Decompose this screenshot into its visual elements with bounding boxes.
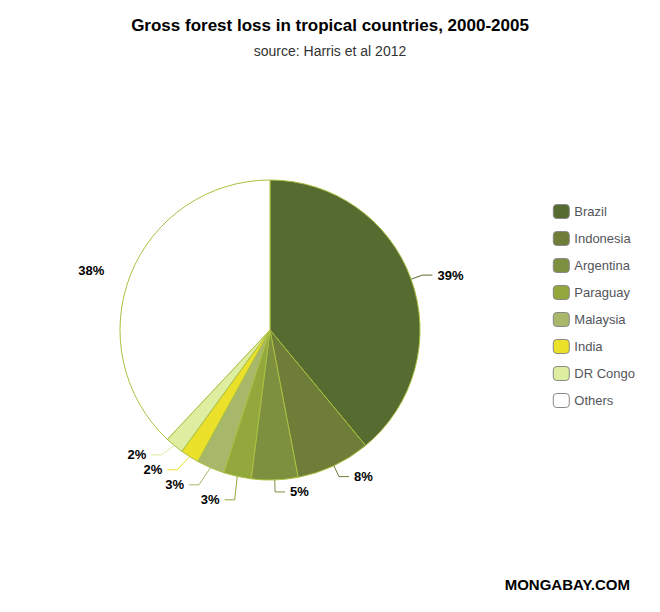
svg-text:38%: 38% xyxy=(78,263,104,278)
svg-text:3%: 3% xyxy=(201,492,220,507)
svg-text:2%: 2% xyxy=(127,447,146,462)
svg-text:DR Congo: DR Congo xyxy=(574,366,635,381)
svg-text:Paraguay: Paraguay xyxy=(574,285,630,300)
svg-text:39%: 39% xyxy=(437,268,463,283)
svg-text:8%: 8% xyxy=(354,469,373,484)
svg-text:5%: 5% xyxy=(290,484,309,499)
svg-text:Argentina: Argentina xyxy=(574,258,630,273)
svg-text:source: Harris et al 2012: source: Harris et al 2012 xyxy=(254,43,407,59)
svg-text:MONGABAY.COM: MONGABAY.COM xyxy=(505,576,630,593)
svg-text:Indonesia: Indonesia xyxy=(574,231,631,246)
svg-text:2%: 2% xyxy=(143,462,162,477)
svg-text:Gross forest loss in tropical: Gross forest loss in tropical countries,… xyxy=(131,16,529,35)
svg-text:Malaysia: Malaysia xyxy=(574,312,626,327)
svg-text:India: India xyxy=(574,339,603,354)
svg-text:Others: Others xyxy=(574,393,614,408)
svg-text:3%: 3% xyxy=(165,477,184,492)
svg-text:Brazil: Brazil xyxy=(574,204,607,219)
